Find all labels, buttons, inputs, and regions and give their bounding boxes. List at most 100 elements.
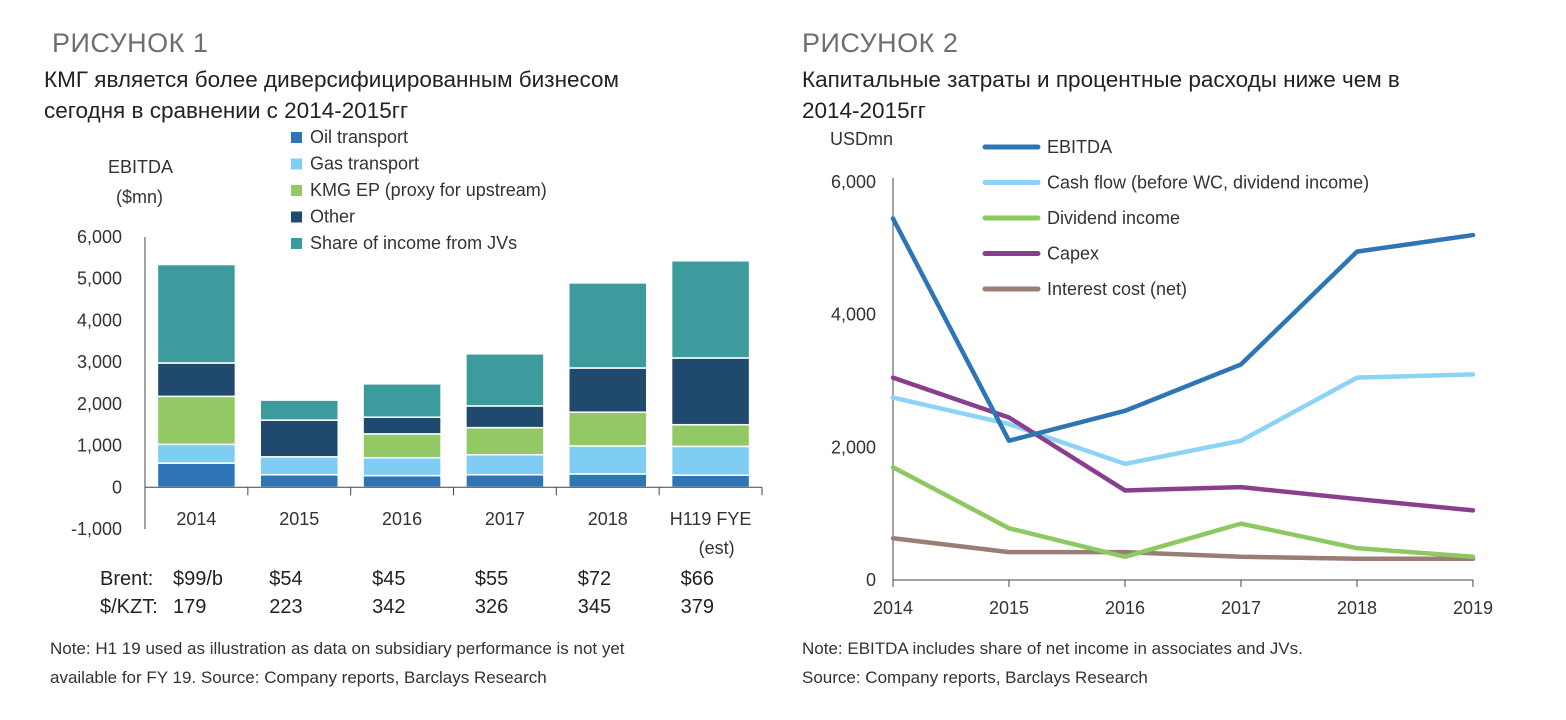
chart1-y-ticks: 6,000 5,000 4,000 3,000 2,000 1,000 0 -1,000 [71, 227, 122, 539]
chart1-x-tick-label: H119 FYE [670, 509, 752, 529]
figure-1-title: КМГ является более диверсифицированным б… [44, 64, 619, 126]
chart1-y-tick-label: -1,000 [71, 519, 122, 539]
chart1-bar-segment [156, 395, 237, 446]
chart1-legend-label: KMG EP (proxy for upstream) [310, 180, 547, 200]
chart1-bar-segment [259, 456, 339, 476]
chart2-series-line [890, 375, 1476, 513]
figure-2-title: Капитальные затраты и процентные расходы… [802, 64, 1400, 126]
kzt-rate-value: 379 [681, 596, 714, 618]
chart1-y-tick-label: 0 [112, 477, 122, 497]
chart2-x-tick-label: 2018 [1337, 598, 1377, 618]
chart1-x-labels: 2014 2015 2016 2017 2018 H119 FYE (est) [176, 509, 751, 558]
chart1-price-rows: Brent: $99/b $54 $45 $55 $72 $66 $/KZT: 179 223 34… [100, 568, 714, 618]
chart1-bar-segment [670, 474, 751, 489]
chart1-bar-segment [362, 383, 442, 418]
figure-2-title-line1: Капитальные затраты и процентные расходы… [802, 67, 1400, 92]
chart2-legend: EBITDA Cash flow (before WC, dividend inc… [982, 137, 1369, 299]
chart2-series-line [890, 372, 1476, 467]
kzt-rate-value: 342 [372, 596, 405, 618]
brent-price-value: $99/b [173, 568, 223, 590]
kzt-row-label: $/KZT: [100, 596, 158, 618]
kzt-rate-value: 326 [475, 596, 508, 618]
chart1-bar-segment [568, 411, 648, 447]
chart2-x-tick-label: 2016 [1105, 598, 1145, 618]
chart1-x-tick-label: 2015 [279, 509, 319, 529]
chart1-y-tick-label: 3,000 [77, 352, 122, 372]
chart1-bar-segment [156, 443, 237, 464]
chart1-bar-segment [670, 260, 751, 359]
chart2-y-tick-label: 0 [866, 570, 876, 590]
kzt-rate-value: 179 [173, 596, 206, 618]
chart1-bar-segment [362, 474, 442, 489]
chart1-x-tick-label: 2016 [382, 509, 422, 529]
brent-price-value: $55 [475, 568, 508, 590]
chart2-legend-label: Interest cost (net) [1047, 279, 1187, 299]
chart1-x-tick-label: 2017 [485, 509, 525, 529]
chart1-bar-segment [362, 416, 442, 435]
chart2-legend-label: Cash flow (before WC, dividend income) [1047, 173, 1369, 193]
figure-1-note-line1: Note: H1 19 used as illustration as data… [50, 639, 625, 658]
chart1-bar-segment [568, 445, 648, 475]
chart1-y-tick-label: 5,000 [77, 269, 122, 289]
chart2-x-labels: 2014 2015 2016 2017 2018 2019 [873, 598, 1493, 618]
brent-price-value: $45 [372, 568, 405, 590]
chart1-legend-swatch [291, 132, 302, 143]
figure-1-panel: РИСУНОК 1 КМГ является более диверсифици… [0, 0, 780, 720]
chart1-bar-segment [259, 419, 339, 458]
figure-2-title-line2: 2014-2015гг [802, 98, 927, 123]
brent-row-label: Brent: [100, 568, 153, 590]
chart2-legend-label: Capex [1047, 244, 1099, 264]
chart1-legend-label: Share of income from JVs [310, 233, 517, 253]
figure-2-note-line1: Note: EBITDA includes share of net incom… [802, 639, 1303, 658]
chart1-legend-swatch [291, 238, 302, 249]
chart1-legend-label: Gas transport [310, 154, 419, 174]
figure-2-note: Note: EBITDA includes share of net incom… [802, 634, 1303, 692]
chart1-ylabel-line1: EBITDA [108, 157, 173, 177]
chart2-series-line [890, 464, 1476, 560]
brent-price-value: $54 [269, 568, 302, 590]
chart1-axes [144, 237, 763, 529]
chart1-y-tick-label: 6,000 [77, 227, 122, 247]
chart1-bar-segment [670, 357, 751, 426]
figure-1-note-line2: available for FY 19. Source: Company rep… [50, 668, 547, 687]
kzt-rate-value: 223 [269, 596, 302, 618]
stacked-bar-chart: Oil transport Gas transport KMG EP (proxy … [71, 127, 763, 618]
chart2-x-tick-label: 2015 [989, 598, 1029, 618]
chart1-y-tick-label: 2,000 [77, 394, 122, 414]
chart1-bars [156, 260, 751, 489]
chart1-bar-segment [259, 399, 339, 421]
chart1-bar-segment [465, 426, 545, 456]
chart2-lines [890, 216, 1476, 562]
chart2-x-tick-label: 2017 [1221, 598, 1261, 618]
chart2-y-tick-label: 2,000 [831, 437, 876, 457]
chart2-y-tick-label: 4,000 [831, 305, 876, 325]
figure-2-panel: РИСУНОК 2 Капитальные затраты и процентн… [780, 0, 1566, 720]
brent-price-value: $72 [578, 568, 611, 590]
kzt-rate-value: 345 [578, 596, 611, 618]
figure-2-label: РИСУНОК 2 [802, 28, 959, 58]
chart2-series-line [890, 535, 1476, 562]
chart1-bar-segment [670, 423, 751, 448]
chart1-bar-segment [156, 263, 237, 364]
figure-1-title-line2: сегодня в сравнении с 2014-2015гг [44, 98, 409, 123]
brent-price-value: $66 [681, 568, 714, 590]
chart2-legend-label: EBITDA [1047, 137, 1112, 157]
chart1-bar-segment [362, 433, 442, 459]
chart1-x-tick-sublabel: (est) [699, 538, 735, 558]
figure-1-title-line1: КМГ является более диверсифицированным б… [44, 67, 619, 92]
chart1-bar-segment [156, 462, 237, 489]
chart1-legend-label: Oil transport [310, 127, 408, 147]
chart2-x-tick-label: 2014 [873, 598, 913, 618]
chart1-x-tick-label: 2014 [176, 509, 216, 529]
chart1-legend: Oil transport Gas transport KMG EP (proxy … [291, 127, 547, 253]
chart2-series-line [890, 216, 1476, 443]
chart1-bar-segment [465, 453, 545, 476]
chart2-legend-label: Dividend income [1047, 208, 1180, 228]
chart1-bar-segment [156, 362, 237, 398]
chart1-legend-swatch [291, 211, 302, 223]
chart1-bar-segment [670, 445, 751, 476]
chart2-x-tick-label: 2019 [1453, 598, 1493, 618]
chart1-y-tick-label: 1,000 [77, 436, 122, 456]
figure-2-note-line2: Source: Company reports, Barclays Resear… [802, 668, 1148, 687]
chart1-ylabel-line2: ($mn) [116, 187, 163, 207]
